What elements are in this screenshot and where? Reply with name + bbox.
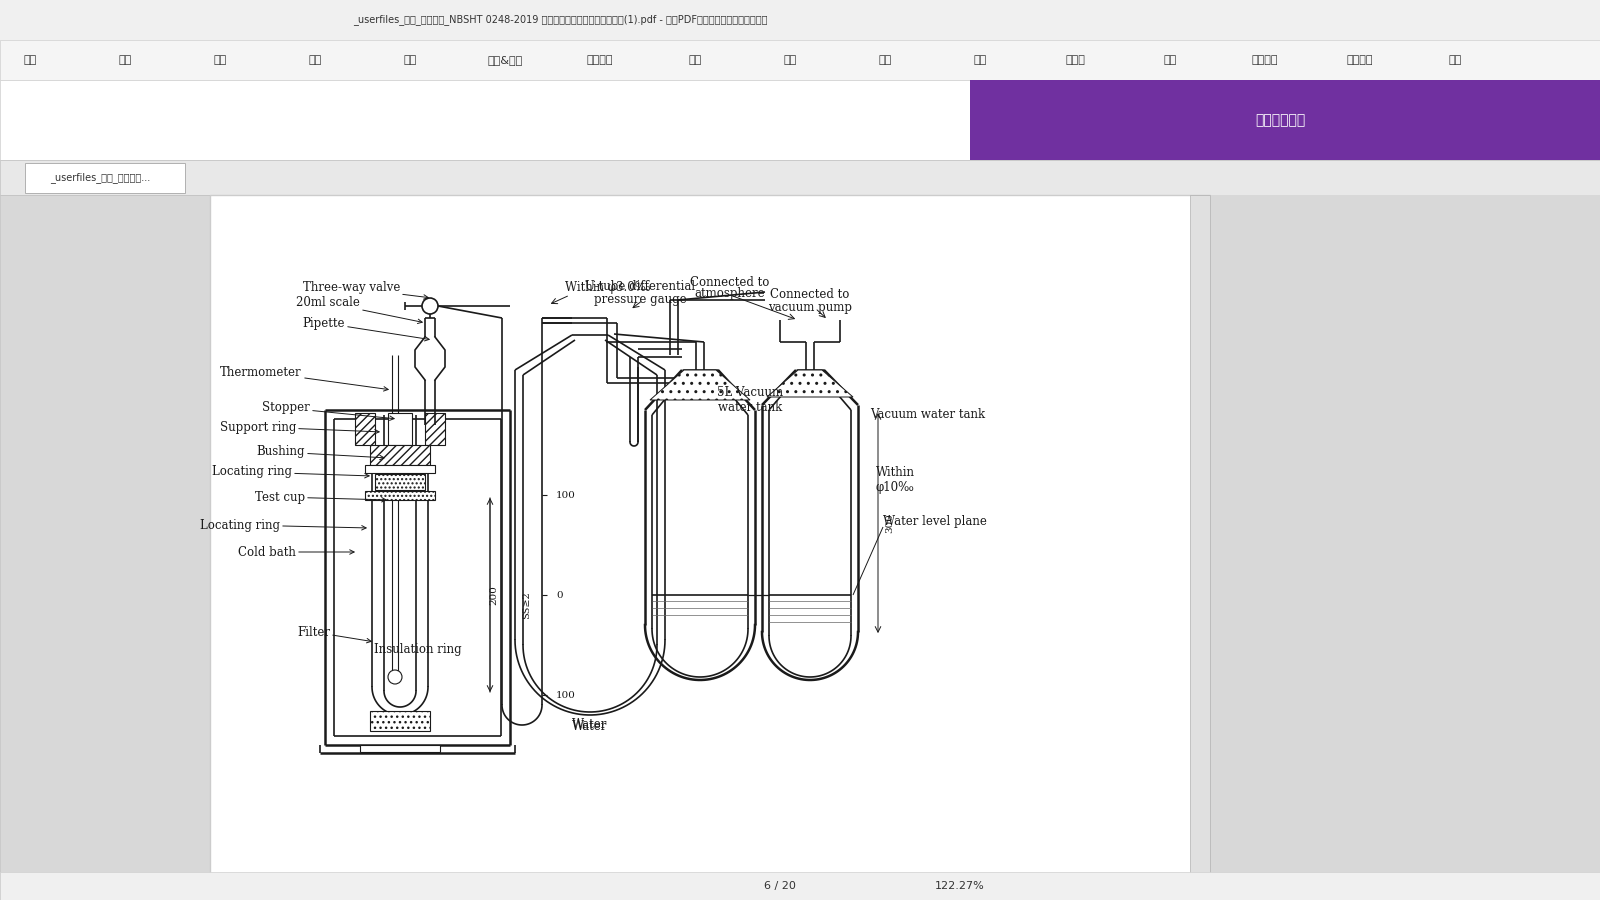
- Bar: [210, 195, 1210, 900]
- Text: 100: 100: [557, 690, 576, 699]
- Text: 页面管理: 页面管理: [587, 55, 613, 65]
- Text: vacuum pump: vacuum pump: [768, 301, 851, 313]
- Text: atmosphere: atmosphere: [694, 287, 765, 301]
- Text: Locating ring: Locating ring: [211, 465, 370, 479]
- Polygon shape: [650, 370, 750, 400]
- Text: Cold bath: Cold bath: [238, 545, 354, 559]
- Bar: [1210, 195, 1600, 900]
- Text: Locating ring: Locating ring: [200, 518, 366, 532]
- Text: _userfiles_标准_方法标准...: _userfiles_标准_方法标准...: [50, 173, 150, 184]
- Text: Water: Water: [573, 721, 608, 734]
- Bar: [0, 40, 1600, 80]
- Text: 300: 300: [885, 513, 894, 533]
- Text: 注释: 注释: [213, 55, 227, 65]
- Text: Water: Water: [573, 718, 608, 732]
- Text: 转换: 转换: [309, 55, 322, 65]
- Circle shape: [387, 670, 402, 684]
- Text: Within φ3.0‰: Within φ3.0‰: [565, 282, 651, 294]
- Text: 辅助工具: 辅助工具: [1251, 55, 1278, 65]
- Bar: [360, 745, 440, 752]
- Text: 表单: 表单: [784, 55, 797, 65]
- Text: 未授权的产品: 未授权的产品: [1254, 113, 1306, 127]
- Text: 共享: 共享: [973, 55, 987, 65]
- Text: 帮助: 帮助: [1448, 55, 1462, 65]
- Bar: [365, 491, 435, 500]
- Text: Pipette: Pipette: [302, 317, 429, 341]
- Bar: [365, 465, 435, 473]
- Text: 编辑: 编辑: [403, 55, 416, 65]
- Text: 填写&签名: 填写&签名: [488, 55, 523, 65]
- Text: 文件: 文件: [24, 55, 37, 65]
- Text: Three-way valve: Three-way valve: [302, 282, 429, 299]
- Text: 主页: 主页: [118, 55, 131, 65]
- Text: pressure gauge: pressure gauge: [594, 292, 686, 305]
- Text: Thermometer: Thermometer: [221, 365, 389, 392]
- Bar: [426, 413, 445, 445]
- Bar: [0, 872, 1600, 900]
- Text: Within
φ10‰: Within φ10‰: [877, 466, 915, 494]
- Text: Vacuum water tank: Vacuum water tank: [870, 409, 986, 421]
- Text: 特色功能: 特色功能: [1347, 55, 1373, 65]
- Text: 100: 100: [557, 491, 576, 500]
- Text: Insulation ring: Insulation ring: [374, 644, 462, 656]
- Bar: [0, 80, 1600, 160]
- Text: 保护: 保护: [878, 55, 891, 65]
- Text: 200: 200: [490, 585, 499, 605]
- Bar: [374, 474, 426, 490]
- Bar: [970, 80, 1600, 160]
- Text: 5L Vacuum
water tank: 5L Vacuum water tank: [717, 386, 782, 414]
- Text: 0: 0: [557, 590, 563, 599]
- Bar: [0, 0, 1600, 40]
- Polygon shape: [766, 370, 853, 397]
- Text: Filter: Filter: [298, 626, 371, 643]
- Text: Test cup: Test cup: [254, 491, 386, 503]
- Text: Stopper: Stopper: [262, 401, 394, 420]
- Text: SS≥2: SS≥2: [523, 591, 531, 619]
- Bar: [26, 163, 186, 193]
- Circle shape: [422, 298, 438, 314]
- Text: Water level plane: Water level plane: [883, 516, 987, 528]
- Bar: [1190, 195, 1210, 900]
- Bar: [370, 711, 430, 731]
- Bar: [0, 160, 1600, 195]
- Bar: [370, 445, 430, 465]
- Text: Bushing: Bushing: [256, 446, 384, 460]
- Bar: [355, 413, 374, 445]
- Text: 20ml scale: 20ml scale: [296, 296, 422, 323]
- Text: 云服务: 云服务: [1066, 55, 1085, 65]
- Bar: [0, 195, 210, 900]
- Text: _userfiles_标准_方法标准_NBSHT 0248-2019 柴油和民用取暖油冷滤点测定法(1).pdf - 福昱PDF编辑器（未经授权的产品）: _userfiles_标准_方法标准_NBSHT 0248-2019 柴油和民用…: [352, 14, 768, 25]
- Text: Support ring: Support ring: [219, 420, 379, 434]
- Text: Connected to: Connected to: [770, 289, 850, 302]
- Text: 视图: 视图: [688, 55, 702, 65]
- Text: 6 / 20: 6 / 20: [765, 881, 795, 891]
- Text: U-tube differential: U-tube differential: [586, 281, 694, 293]
- Text: 122.27%: 122.27%: [934, 881, 986, 891]
- Text: 放映: 放映: [1163, 55, 1176, 65]
- Bar: [387, 413, 413, 445]
- Text: Connected to: Connected to: [690, 275, 770, 289]
